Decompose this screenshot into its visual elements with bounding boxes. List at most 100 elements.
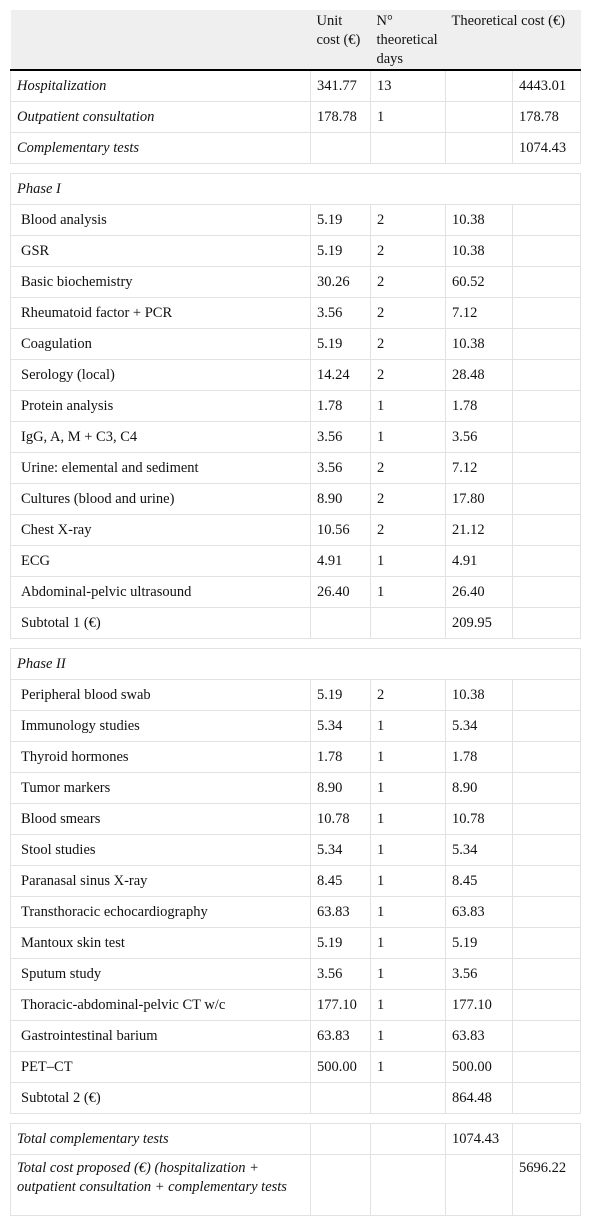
- days-cell: [370, 132, 446, 164]
- total-cell: [512, 452, 581, 484]
- days-cell: 1: [370, 710, 446, 742]
- label-cell: Gastrointestinal barium: [10, 1020, 311, 1052]
- table-row: IgG, A, M + C3, C4 3.56 1 3.56: [10, 421, 581, 453]
- label-cell: IgG, A, M + C3, C4: [10, 421, 311, 453]
- total-cell: [512, 896, 581, 928]
- label-cell: Total cost proposed (€) (hospitalization…: [10, 1154, 311, 1216]
- unit-cell: [310, 607, 371, 639]
- total-cell: [512, 1020, 581, 1052]
- table-row: Outpatient consultation 178.78 1 178.78: [10, 101, 581, 133]
- total-cell: [512, 958, 581, 990]
- label-cell: Blood analysis: [10, 204, 311, 236]
- cost-cell: 5.34: [445, 834, 513, 866]
- total-cell: [512, 235, 581, 267]
- total-cell: [512, 359, 581, 391]
- total-cell: [512, 576, 581, 608]
- unit-cell: 3.56: [310, 958, 371, 990]
- spacer-row: [10, 1113, 581, 1124]
- unit-cell: 10.56: [310, 514, 371, 546]
- spacer-cell: [10, 163, 581, 174]
- label-cell: Blood smears: [10, 803, 311, 835]
- cost-cell: 10.38: [445, 204, 513, 236]
- table-row: Blood analysis 5.19 2 10.38: [10, 204, 581, 236]
- label-cell: Stool studies: [10, 834, 311, 866]
- unit-cell: [310, 1154, 371, 1216]
- cost-cell: 63.83: [445, 1020, 513, 1052]
- table-row: Mantoux skin test 5.19 1 5.19: [10, 927, 581, 959]
- total-cell: [512, 514, 581, 546]
- table-row: Serology (local) 14.24 2 28.48: [10, 359, 581, 391]
- cost-cell: 209.95: [445, 607, 513, 639]
- table-row: Rheumatoid factor + PCR 3.56 2 7.12: [10, 297, 581, 329]
- header-row: Unit cost (€) N° theoretical days Theore…: [10, 10, 581, 71]
- total-cell: 1074.43: [512, 132, 581, 164]
- spacer-row: [10, 163, 581, 174]
- unit-cell: [310, 132, 371, 164]
- cost-cell: 21.12: [445, 514, 513, 546]
- cost-cell: 3.56: [445, 421, 513, 453]
- label-cell: Paranasal sinus X-ray: [10, 865, 311, 897]
- label-cell: GSR: [10, 235, 311, 267]
- days-cell: 2: [370, 297, 446, 329]
- unit-cell: 5.19: [310, 235, 371, 267]
- unit-cell: 1.78: [310, 390, 371, 422]
- unit-cell: 4.91: [310, 545, 371, 577]
- days-cell: 1: [370, 927, 446, 959]
- phase-title: Phase II: [10, 648, 581, 680]
- unit-cell: 5.19: [310, 204, 371, 236]
- days-cell: 1: [370, 1051, 446, 1083]
- days-cell: 2: [370, 483, 446, 515]
- label-cell: Thyroid hormones: [10, 741, 311, 773]
- days-cell: 1: [370, 421, 446, 453]
- days-cell: 2: [370, 514, 446, 546]
- spacer-cell: [10, 1113, 581, 1124]
- cost-cell: 1074.43: [445, 1123, 513, 1155]
- total-cell: [512, 607, 581, 639]
- table-row: Gastrointestinal barium 63.83 1 63.83: [10, 1020, 581, 1052]
- table-row: Stool studies 5.34 1 5.34: [10, 834, 581, 866]
- total-cell: [512, 1082, 581, 1114]
- label-cell: Coagulation: [10, 328, 311, 360]
- table-row: Hospitalization 341.77 13 4443.01: [10, 69, 581, 102]
- cost-table: Unit cost (€) N° theoretical days Theore…: [10, 10, 581, 1216]
- label-cell: Outpatient consultation: [10, 101, 311, 133]
- label-cell: Subtotal 2 (€): [10, 1082, 311, 1114]
- unit-cell: 5.34: [310, 834, 371, 866]
- days-cell: 2: [370, 452, 446, 484]
- table-row: Tumor markers 8.90 1 8.90: [10, 772, 581, 804]
- phase-row: Phase I: [10, 173, 581, 205]
- total-cell: [512, 679, 581, 711]
- table-row: Sputum study 3.56 1 3.56: [10, 958, 581, 990]
- days-cell: [370, 1154, 446, 1216]
- cost-cell: 1.78: [445, 741, 513, 773]
- days-cell: 1: [370, 576, 446, 608]
- label-cell: Basic biochemistry: [10, 266, 311, 298]
- cost-cell: [445, 1154, 513, 1216]
- unit-cell: 26.40: [310, 576, 371, 608]
- days-cell: 1: [370, 741, 446, 773]
- unit-cell: 341.77: [310, 69, 371, 102]
- total-cell: [512, 390, 581, 422]
- table-row: Subtotal 1 (€) 209.95: [10, 607, 581, 639]
- label-cell: ECG: [10, 545, 311, 577]
- table-row: Protein analysis 1.78 1 1.78: [10, 390, 581, 422]
- table-row: Abdominal-pelvic ultrasound 26.40 1 26.40: [10, 576, 581, 608]
- header-cell: Theoretical cost (€): [445, 10, 581, 71]
- table-row: Thyroid hormones 1.78 1 1.78: [10, 741, 581, 773]
- phase-title: Phase I: [10, 173, 581, 205]
- unit-cell: 5.19: [310, 328, 371, 360]
- table-body: Hospitalization 341.77 13 4443.01 Outpatient…: [10, 69, 581, 1216]
- total-cell: [512, 483, 581, 515]
- unit-cell: 14.24: [310, 359, 371, 391]
- total-cell: [512, 545, 581, 577]
- total-cell: [512, 834, 581, 866]
- days-cell: 2: [370, 204, 446, 236]
- label-cell: Subtotal 1 (€): [10, 607, 311, 639]
- cost-cell: 17.80: [445, 483, 513, 515]
- table-row: Transthoracic echocardiography 63.83 1 63.8…: [10, 896, 581, 928]
- unit-cell: 178.78: [310, 101, 371, 133]
- table-row: Coagulation 5.19 2 10.38: [10, 328, 581, 360]
- label-cell: Immunology studies: [10, 710, 311, 742]
- table-row: Subtotal 2 (€) 864.48: [10, 1082, 581, 1114]
- total-cell: 5696.22: [512, 1154, 581, 1216]
